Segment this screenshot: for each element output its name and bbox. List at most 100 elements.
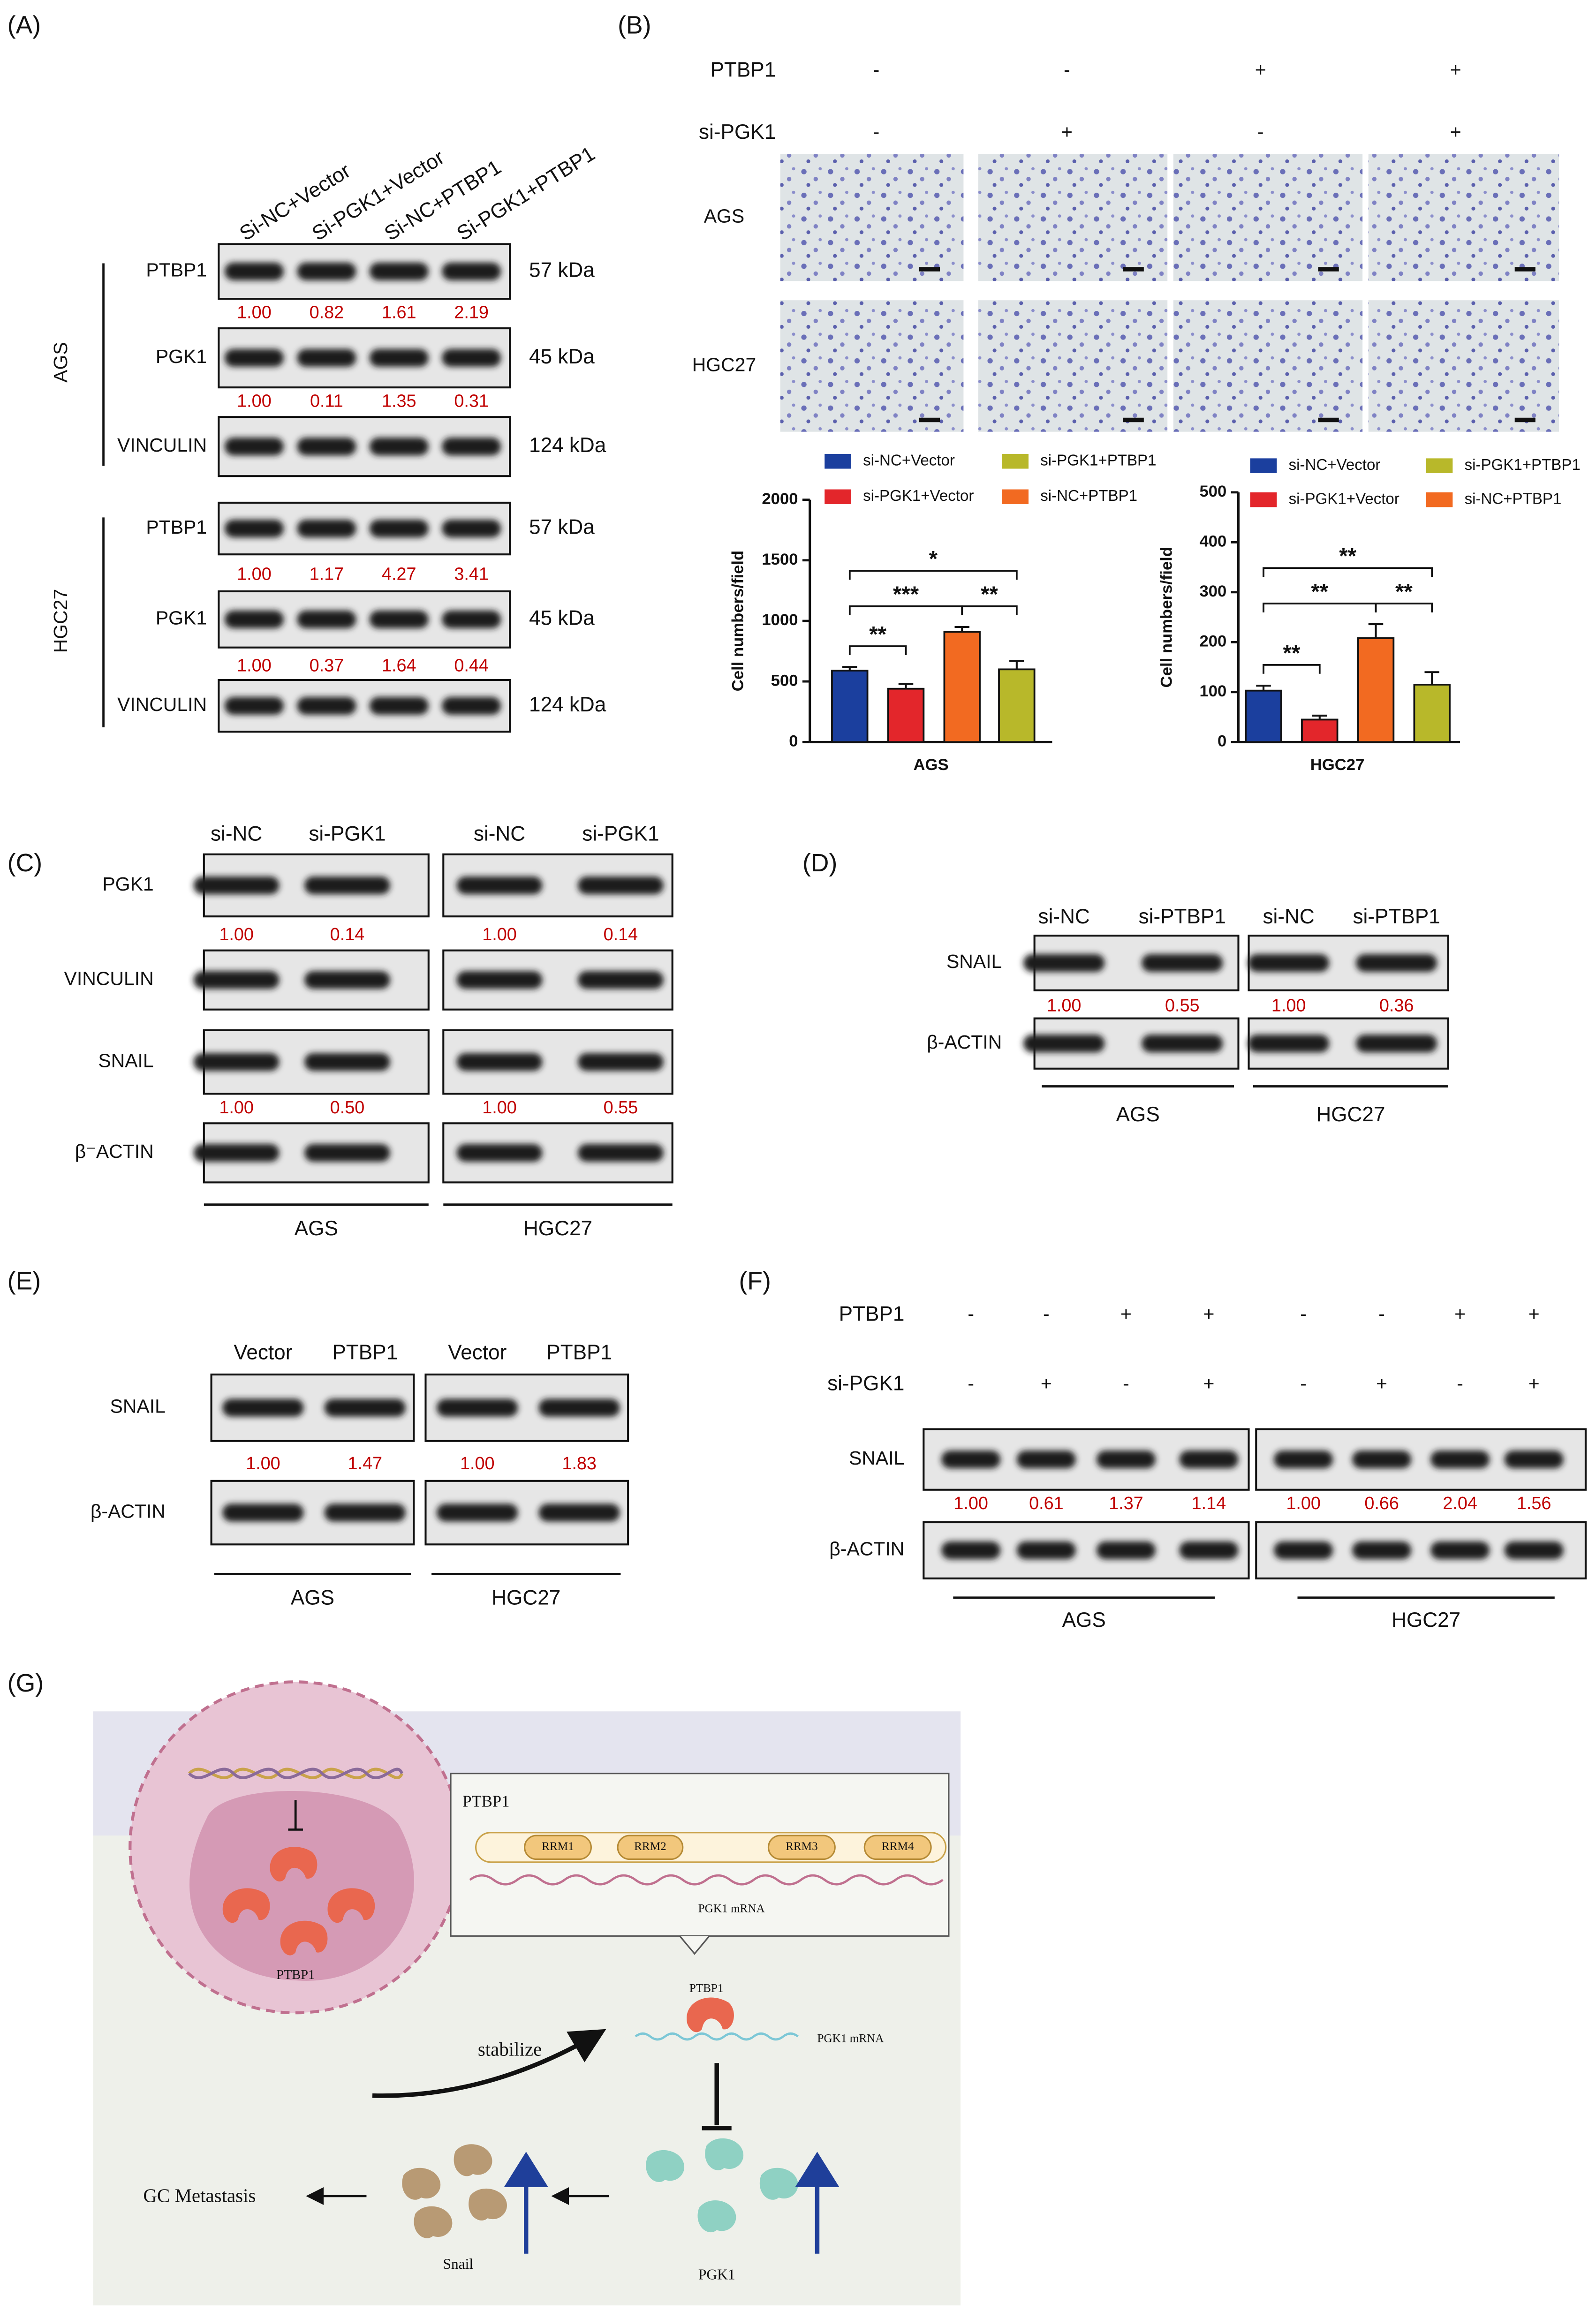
band: [1248, 1035, 1330, 1053]
legend-swatch: [1250, 492, 1277, 507]
error-bar: [842, 666, 857, 671]
significance-bracket: [1375, 603, 1433, 612]
quant-label: 1.00: [237, 303, 272, 323]
band: [456, 1053, 543, 1071]
column-header: Vector: [234, 1341, 292, 1364]
y-tick-label: 1000: [762, 611, 798, 629]
group-label: HGC27: [1392, 1609, 1460, 1632]
metastasis-label: GC Metastasis: [143, 2184, 256, 2206]
band: [224, 610, 284, 628]
micrograph: [1368, 300, 1559, 432]
mrna-label: PGK1 mRNA: [698, 1902, 765, 1915]
legend-swatch: [1426, 458, 1453, 473]
legend-label: si-NC+PTBP1: [1040, 487, 1137, 505]
significance-label: **: [869, 622, 886, 647]
error-bar: [954, 626, 970, 632]
band: [297, 262, 356, 280]
band: [224, 697, 284, 715]
micrograph: [780, 300, 964, 432]
band: [442, 262, 501, 280]
y-tick-label: 100: [1199, 682, 1226, 700]
quant-label: 1.17: [310, 564, 344, 584]
condition-sign: +: [1450, 121, 1461, 143]
panel-label: (F): [739, 1268, 771, 1295]
quant-label: 0.61: [1029, 1494, 1064, 1513]
quant-label: 0.44: [454, 656, 489, 676]
micrograph: [780, 154, 964, 281]
error-bar: [898, 683, 914, 689]
column-header: si-PGK1: [309, 823, 386, 846]
quant-label: 3.41: [454, 564, 489, 584]
band: [193, 971, 280, 989]
legend-swatch: [824, 489, 851, 505]
bar: [1301, 718, 1339, 743]
condition-sign: +: [1203, 1373, 1214, 1394]
domains: RRM1 RRM2 RRM3 RRM4: [524, 1835, 932, 1860]
size-label: 124 kDa: [529, 693, 606, 716]
protein-label: SNAIL: [849, 1447, 904, 1469]
band: [1248, 954, 1330, 972]
condition-sign: +: [1041, 1373, 1052, 1394]
column-header: si-PGK1: [582, 823, 659, 846]
band: [941, 1541, 1001, 1559]
band: [1355, 1035, 1437, 1053]
group-label: HGC27: [1316, 1103, 1385, 1126]
significance-bracket: [848, 570, 1018, 580]
group-label: AGS: [291, 1586, 334, 1609]
band: [369, 349, 429, 367]
band: [437, 1398, 518, 1417]
quant-label: 1.00: [953, 1494, 988, 1513]
quant-label: 2.19: [454, 303, 489, 323]
protein-label: PGK1: [156, 346, 207, 367]
quant-label: 1.00: [482, 925, 517, 944]
band: [297, 349, 356, 367]
protein-label: VINCULIN: [64, 967, 154, 989]
row-label: AGS: [704, 205, 745, 227]
mrna-label: PGK1 mRNA: [817, 2032, 884, 2045]
band: [1504, 1450, 1564, 1469]
band: [369, 697, 429, 715]
band: [578, 1144, 664, 1162]
band: [442, 438, 501, 456]
legend-label: si-NC+Vector: [1289, 456, 1381, 474]
y-tick-label: 400: [1199, 533, 1226, 551]
condition-label: PTBP1: [710, 58, 776, 81]
protein-label: PGK1: [102, 873, 153, 895]
condition-sign: +: [1528, 1303, 1540, 1325]
column-header: PTBP1: [332, 1341, 398, 1364]
condition-sign: +: [1120, 1303, 1132, 1325]
band: [538, 1398, 620, 1417]
y-tick-label: 300: [1199, 582, 1226, 600]
quant-label: 0.55: [604, 1098, 638, 1118]
band: [193, 876, 280, 894]
column-header: si-NC: [1263, 905, 1314, 928]
quant-label: 0.14: [330, 925, 365, 944]
legend-swatch: [1002, 489, 1029, 505]
error-bar: [1312, 714, 1327, 720]
y-axis-label: Cell numbers/field: [1157, 547, 1175, 687]
protein-label: SNAIL: [946, 951, 1002, 972]
condition-sign: +: [1376, 1373, 1387, 1394]
bar: [1245, 689, 1282, 743]
quant-label: 1.00: [237, 392, 272, 411]
domain-label: RRM1: [542, 1840, 574, 1853]
band: [297, 697, 356, 715]
size-label: 45 kDa: [529, 345, 595, 368]
band: [1142, 954, 1223, 972]
band: [369, 262, 429, 280]
band: [1023, 1035, 1105, 1053]
group-label: HGC27: [50, 589, 71, 653]
condition-sign: +: [1203, 1303, 1214, 1325]
band: [1355, 954, 1437, 972]
quant-label: 1.00: [460, 1454, 495, 1473]
quant-label: 0.50: [330, 1098, 365, 1118]
band: [437, 1503, 518, 1522]
domain: [767, 1835, 836, 1860]
pgk1-label: PGK1: [698, 2266, 735, 2282]
legend-swatch: [824, 453, 851, 469]
panel-label: (A): [8, 11, 41, 39]
condition-sign: -: [1457, 1373, 1463, 1394]
quant-label: 1.83: [562, 1454, 597, 1473]
row-label: HGC27: [692, 354, 756, 375]
micrograph: [1173, 300, 1363, 432]
